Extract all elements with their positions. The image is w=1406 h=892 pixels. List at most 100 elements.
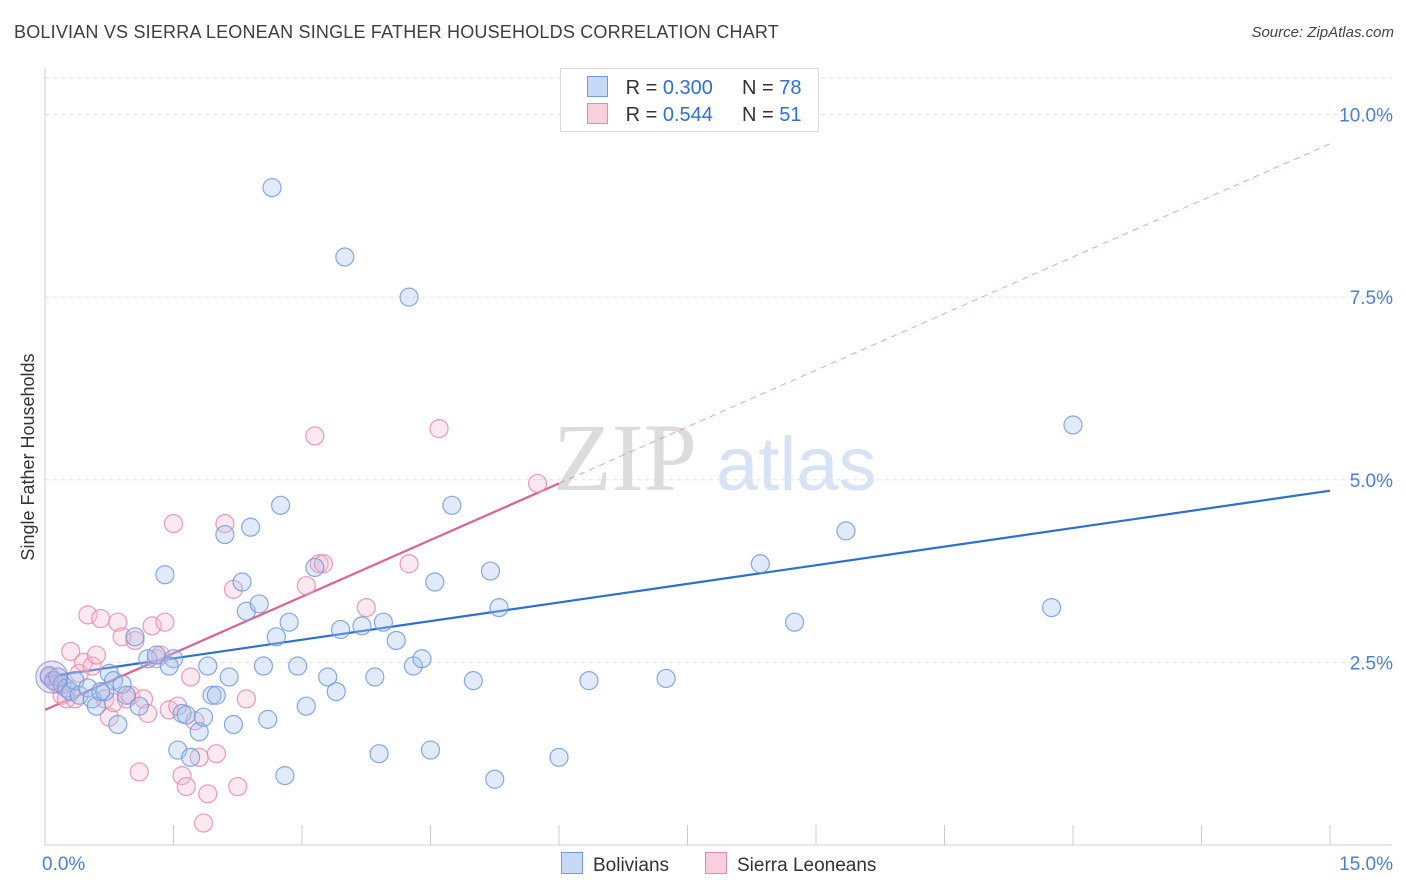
bolivian-point xyxy=(125,627,145,647)
n-label: N = xyxy=(742,104,774,126)
bolivian-point xyxy=(91,681,111,702)
source-label: Source: ZipAtlas.com xyxy=(1251,24,1394,41)
bolivian-point xyxy=(442,495,462,515)
bolivian-point xyxy=(232,572,252,592)
sierra-leonean-point xyxy=(296,576,316,596)
bolivian-point xyxy=(305,557,325,578)
tick-labels: 2.5% 5.0% 7.5% 10.0% 0.0% 15.0% xyxy=(42,106,1393,875)
legend-swatch-sierra-leoneans xyxy=(587,103,608,124)
y-tick-label: 7.5% xyxy=(1350,288,1393,309)
sierra-leonean-point xyxy=(399,554,419,574)
bottom-legend-sierra-leoneans[interactable]: Sierra Leoneans xyxy=(705,852,876,877)
bolivian-point xyxy=(176,705,196,725)
legend-row-bolivians: R = 0.300 N = 78 xyxy=(587,76,802,99)
sierra-leonean-point xyxy=(155,612,175,632)
bolivian-point xyxy=(86,696,107,716)
bolivian-point xyxy=(241,517,261,537)
bottom-legend-bolivians[interactable]: Bolivians xyxy=(561,852,669,877)
trend-line-extension-sierra-leoneans xyxy=(558,143,1331,484)
bolivian-point xyxy=(129,696,149,716)
bolivian-point xyxy=(386,630,406,651)
bolivian-point xyxy=(215,524,235,545)
sierra-leonean-point xyxy=(215,513,235,534)
n-value-bolivians: 78 xyxy=(779,77,802,99)
y-tick-label: 2.5% xyxy=(1350,653,1393,674)
sierra-leonean-point xyxy=(61,641,81,662)
y-axis-label: Single Father Households xyxy=(18,353,38,560)
chart-title: BOLIVIAN VS SIERRA LEONEAN SINGLE FATHER… xyxy=(14,22,779,42)
bolivian-point xyxy=(219,667,239,687)
bolivian-point xyxy=(420,740,441,760)
bolivian-point xyxy=(318,667,338,687)
bolivian-point xyxy=(463,671,483,691)
bottom-legend-label-bolivians: Bolivians xyxy=(593,855,670,876)
sierra-leonean-point xyxy=(228,776,248,797)
watermark-zip: ZIP xyxy=(553,404,697,511)
bolivian-point xyxy=(108,714,128,735)
sierra-leonean-point xyxy=(176,776,196,797)
bolivian-point xyxy=(296,696,316,716)
sierra-leonean-point xyxy=(236,689,256,709)
sierra-leonean-point xyxy=(82,656,102,676)
sierra-leonean-point xyxy=(86,645,107,665)
sierra-leonean-point xyxy=(172,766,192,786)
bolivian-point xyxy=(262,177,282,198)
bolivian-point xyxy=(369,744,389,764)
bolivian-point xyxy=(198,656,218,676)
x-tick-label: 0.0% xyxy=(42,854,85,875)
sierra-leonean-point xyxy=(78,605,98,625)
bottom-legend-swatch-bolivians xyxy=(561,852,583,874)
x-tick-label: 15.0% xyxy=(1339,854,1393,875)
bolivian-point xyxy=(1063,415,1083,435)
bolivian-point xyxy=(159,656,179,676)
legend-swatch-bolivians xyxy=(587,76,608,97)
watermark: ZIP atlas xyxy=(553,404,877,511)
bolivian-point xyxy=(425,572,445,592)
bolivian-point xyxy=(352,616,372,636)
bolivian-point xyxy=(249,594,269,614)
bolivian-point xyxy=(116,685,136,705)
sierra-leonean-point xyxy=(527,473,548,494)
trend-line-bolivians xyxy=(44,489,1331,679)
watermark-atlas: atlas xyxy=(716,422,877,507)
n-value-sierra-leoneans: 51 xyxy=(779,104,802,126)
sierra-leonean-point xyxy=(429,419,449,439)
bolivian-point xyxy=(181,747,201,767)
bolivian-point xyxy=(288,656,308,676)
bolivian-point xyxy=(489,597,509,618)
cluster-point xyxy=(35,660,69,694)
axes xyxy=(44,68,1392,846)
sierra-leonean-point xyxy=(193,813,214,833)
bolivian-point xyxy=(189,722,209,742)
bolivian-point xyxy=(373,612,393,632)
bolivian-point xyxy=(258,709,278,729)
data-points xyxy=(35,177,1083,833)
bottom-legend-label-sierra-leoneans: Sierra Leoneans xyxy=(737,855,877,876)
sierra-leonean-point xyxy=(206,744,226,764)
r-value-bolivians: 0.300 xyxy=(662,77,713,99)
bolivian-point xyxy=(784,612,805,632)
r-label: R = xyxy=(625,77,658,99)
sierra-leonean-point xyxy=(181,667,201,687)
bolivian-point xyxy=(399,287,419,307)
bolivian-point xyxy=(193,707,214,727)
trend-lines xyxy=(44,143,1331,711)
bolivian-point xyxy=(412,649,432,669)
bolivian-point xyxy=(112,674,132,694)
sierra-leonean-point xyxy=(142,616,162,636)
bolivian-point xyxy=(549,747,569,767)
bolivian-point xyxy=(750,554,770,574)
bolivian-point xyxy=(335,247,355,267)
sierra-leonean-point xyxy=(108,612,128,632)
bolivian-point xyxy=(326,681,346,702)
legend-row-sierra-leoneans: R = 0.544 N = 51 xyxy=(587,103,802,126)
stats-legend: R = 0.300 N = 78 R = 0.544 N = 51 xyxy=(560,68,819,132)
y-tick-label: 5.0% xyxy=(1350,471,1393,492)
n-label: N = xyxy=(742,77,774,99)
bolivian-point xyxy=(656,668,676,689)
bolivian-point xyxy=(223,714,244,735)
trend-line-sierra-leoneans xyxy=(44,482,560,711)
sierra-leonean-point xyxy=(356,597,376,618)
sierra-leonean-point xyxy=(163,513,184,534)
